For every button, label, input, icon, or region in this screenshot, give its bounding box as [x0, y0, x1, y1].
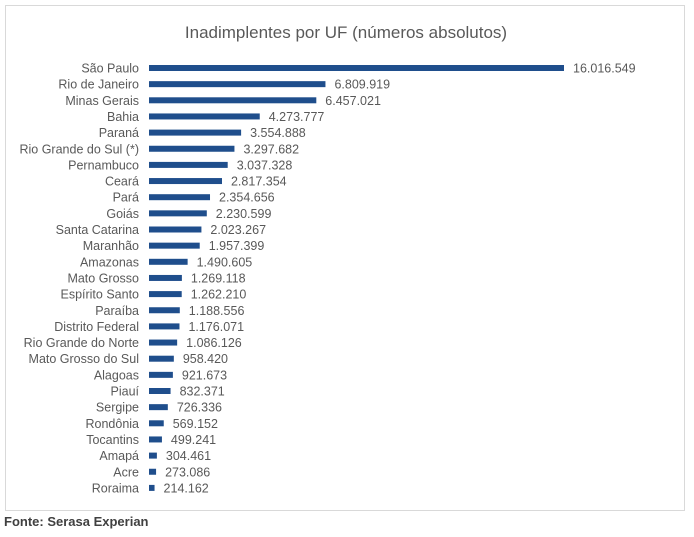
chart-title: Inadimplentes por UF (números absolutos): [184, 23, 508, 42]
bar: [149, 258, 188, 265]
category-label: Rio Grande do Sul (*): [19, 142, 139, 156]
bar: [149, 452, 157, 459]
bar: [149, 129, 242, 136]
category-label: Mato Grosso: [67, 271, 139, 285]
category-label: Minas Gerais: [65, 94, 139, 108]
bar: [149, 226, 202, 233]
data-label: 1.188.556: [189, 304, 245, 318]
bar: [149, 307, 180, 314]
category-label: Roraima: [92, 481, 139, 495]
category-label: Maranhão: [83, 239, 139, 253]
data-label: 3.297.682: [243, 142, 299, 156]
data-label: 2.023.267: [210, 223, 266, 237]
category-label: Rio Grande do Norte: [24, 336, 139, 350]
data-label: 2.817.354: [231, 175, 287, 189]
bar: [149, 388, 171, 394]
data-label: 214.162: [164, 481, 209, 495]
data-label: 1.957.399: [209, 239, 265, 253]
data-label: 1.490.605: [197, 255, 253, 269]
data-label: 569.152: [173, 417, 218, 431]
category-label: São Paulo: [81, 62, 139, 76]
data-label: 273.086: [165, 465, 210, 479]
data-label: 1.176.071: [188, 320, 244, 334]
data-label: 16.016.549: [573, 62, 636, 76]
category-label: Mato Grosso do Sul: [29, 352, 139, 366]
bar: [149, 355, 174, 362]
data-label: 958.420: [183, 352, 228, 366]
data-label: 3.554.888: [250, 126, 306, 140]
category-label: Acre: [113, 465, 139, 479]
bar: [149, 291, 182, 298]
bar: [149, 178, 222, 185]
data-label: 6.457.021: [325, 94, 381, 108]
data-label: 1.086.126: [186, 336, 242, 350]
bar: [149, 113, 260, 120]
category-label: Piauí: [111, 385, 140, 399]
data-label: 2.354.656: [219, 191, 275, 205]
bar: [149, 161, 228, 168]
data-label: 832.371: [180, 385, 225, 399]
bar: [149, 194, 211, 201]
bar: [149, 145, 235, 152]
category-label: Espírito Santo: [60, 288, 139, 302]
category-label: Tocantins: [86, 433, 139, 447]
category-label: Bahia: [107, 110, 139, 124]
data-label: 499.241: [171, 433, 216, 447]
category-label: Rondônia: [85, 417, 139, 431]
category-label: Santa Catarina: [56, 223, 139, 237]
category-label: Paraíba: [95, 304, 139, 318]
bar: [149, 242, 200, 249]
data-label: 1.269.118: [191, 271, 246, 285]
chart-frame: Inadimplentes por UF (números absolutos)…: [5, 5, 685, 511]
bar: [149, 468, 157, 475]
category-label: Pará: [113, 191, 139, 205]
category-label: Goiás: [106, 207, 139, 221]
category-label: Rio de Janeiro: [58, 78, 139, 92]
bar: [149, 339, 178, 346]
data-label: 2.230.599: [216, 207, 272, 221]
data-label: 3.037.328: [237, 158, 293, 172]
data-label: 6.809.919: [334, 78, 390, 92]
bar: [149, 371, 173, 378]
category-label: Paraná: [99, 126, 139, 140]
category-label: Amapá: [99, 449, 139, 463]
data-label: 4.273.777: [269, 110, 325, 124]
bar-chart: São Paulo 16.016.549 Rio de Janeiro 6.809.9…: [19, 62, 636, 496]
bar: [149, 404, 168, 411]
bar: [149, 274, 182, 281]
data-label: 726.336: [177, 401, 222, 415]
bar: [149, 323, 180, 330]
data-label: 304.461: [166, 449, 211, 463]
bar: [149, 81, 326, 88]
data-label: 1.262.210: [191, 288, 247, 302]
category-label: Distrito Federal: [54, 320, 139, 334]
source-note: Fonte: Serasa Experian: [4, 514, 149, 529]
category-label: Alagoas: [94, 368, 139, 382]
bar: [149, 420, 164, 427]
category-label: Sergipe: [96, 401, 139, 415]
bar: [149, 484, 155, 491]
category-label: Ceará: [105, 175, 139, 189]
bar: [149, 210, 207, 217]
category-label: Amazonas: [80, 255, 139, 269]
bar: [149, 97, 317, 104]
data-label: 921.673: [182, 368, 227, 382]
category-label: Pernambuco: [68, 158, 139, 172]
bar: [149, 436, 162, 443]
bar: [149, 65, 564, 71]
